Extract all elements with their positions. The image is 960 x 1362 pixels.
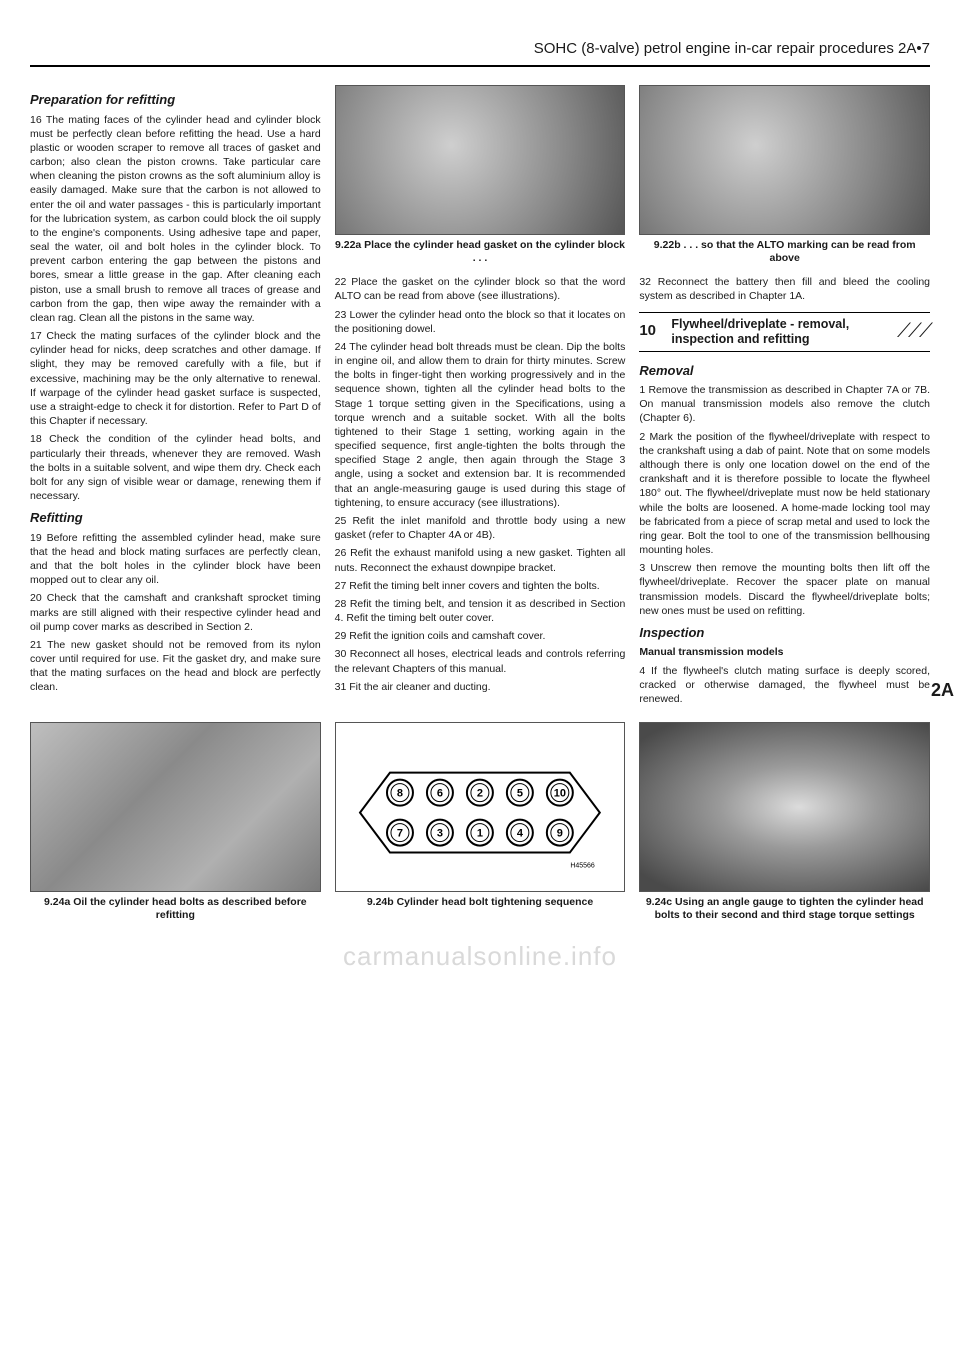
- para-25: 25 Refit the inlet manifold and throttle…: [335, 514, 626, 542]
- para-20: 20 Check that the camshaft and crankshaf…: [30, 591, 321, 634]
- column-1: Preparation for refitting 16 The mating …: [30, 85, 321, 710]
- removal-3: 3 Unscrew then remove the mounting bolts…: [639, 561, 930, 618]
- svg-text:7: 7: [397, 827, 403, 839]
- para-27: 27 Refit the timing belt inner covers an…: [335, 579, 626, 593]
- svg-text:4: 4: [517, 827, 524, 839]
- svg-text:9: 9: [557, 827, 563, 839]
- inspection-4: 4 If the flywheel's clutch mating surfac…: [639, 664, 930, 707]
- para-19: 19 Before refitting the assembled cylind…: [30, 531, 321, 588]
- svg-text:6: 6: [437, 787, 443, 799]
- bottom-col-2: 8 6 2 5 10 7 3 1 4 9 H45566 9.24b Cylinder head b…: [335, 722, 626, 932]
- para-26: 26 Refit the exhaust manifold using a ne…: [335, 546, 626, 574]
- caption-9-22a: 9.22a Place the cylinder head gasket on …: [335, 239, 626, 265]
- para-18: 18 Check the condition of the cylinder h…: [30, 432, 321, 503]
- para-17: 17 Check the mating surfaces of the cyli…: [30, 329, 321, 428]
- difficulty-icon: ⟋⟋⟋: [897, 318, 930, 345]
- figure-9-24c: [639, 722, 930, 892]
- svg-text:5: 5: [517, 787, 523, 799]
- caption-9-22b: 9.22b . . . so that the ALTO marking can…: [639, 239, 930, 265]
- para-21: 21 The new gasket should not be removed …: [30, 638, 321, 695]
- removal-1: 1 Remove the transmission as described i…: [639, 383, 930, 426]
- heading-refitting: Refitting: [30, 509, 321, 527]
- caption-9-24b: 9.24b Cylinder head bolt tightening sequ…: [335, 896, 626, 909]
- svg-text:8: 8: [397, 787, 403, 799]
- para-28: 28 Refit the timing belt, and tension it…: [335, 597, 626, 625]
- caption-9-24c: 9.24c Using an angle gauge to tighten th…: [639, 896, 930, 922]
- svg-text:10: 10: [554, 787, 566, 799]
- section-number: 10: [639, 321, 661, 341]
- column-3: 9.22b . . . so that the ALTO marking can…: [639, 85, 930, 710]
- gasket-image: [336, 86, 625, 234]
- para-31: 31 Fit the air cleaner and ducting.: [335, 680, 626, 694]
- oil-bolts-image: [31, 723, 320, 891]
- para-32: 32 Reconnect the battery then fill and b…: [639, 275, 930, 303]
- bottom-col-3: 9.24c Using an angle gauge to tighten th…: [639, 722, 930, 932]
- heading-manual-models: Manual transmission models: [639, 645, 930, 659]
- watermark: carmanualsonline.info: [0, 941, 960, 972]
- section-10-heading: 10 Flywheel/driveplate - removal, inspec…: [639, 312, 930, 352]
- svg-text:2: 2: [477, 787, 483, 799]
- heading-preparation: Preparation for refitting: [30, 91, 321, 109]
- removal-2: 2 Mark the position of the flywheel/driv…: [639, 430, 930, 558]
- para-23: 23 Lower the cylinder head onto the bloc…: [335, 308, 626, 336]
- bolt-sequence-diagram: 8 6 2 5 10 7 3 1 4 9 H45566: [350, 732, 610, 883]
- side-tab: 2A: [931, 680, 954, 701]
- diagram-ref: H45566: [570, 862, 595, 869]
- figure-9-22a: [335, 85, 626, 235]
- heading-removal: Removal: [639, 362, 930, 380]
- para-24: 24 The cylinder head bolt threads must b…: [335, 340, 626, 510]
- svg-text:3: 3: [437, 827, 443, 839]
- para-22: 22 Place the gasket on the cylinder bloc…: [335, 275, 626, 303]
- alto-marking-image: [640, 86, 929, 234]
- caption-9-24a: 9.24a Oil the cylinder head bolts as des…: [30, 896, 321, 922]
- section-title: Flywheel/driveplate - removal, inspectio…: [671, 317, 887, 347]
- para-30: 30 Reconnect all hoses, electrical leads…: [335, 647, 626, 675]
- column-2: 9.22a Place the cylinder head gasket on …: [335, 85, 626, 710]
- heading-inspection: Inspection: [639, 624, 930, 642]
- angle-gauge-image: [640, 723, 929, 891]
- figure-9-24b: 8 6 2 5 10 7 3 1 4 9 H45566: [335, 722, 626, 892]
- bottom-col-1: 9.24a Oil the cylinder head bolts as des…: [30, 722, 321, 932]
- para-29: 29 Refit the ignition coils and camshaft…: [335, 629, 626, 643]
- figure-9-22b: [639, 85, 930, 235]
- para-16: 16 The mating faces of the cylinder head…: [30, 113, 321, 326]
- svg-text:1: 1: [477, 827, 483, 839]
- figure-9-24a: [30, 722, 321, 892]
- page-header: SOHC (8-valve) petrol engine in-car repa…: [30, 40, 930, 67]
- main-columns: Preparation for refitting 16 The mating …: [30, 85, 930, 710]
- bottom-figures-row: 9.24a Oil the cylinder head bolts as des…: [30, 722, 930, 932]
